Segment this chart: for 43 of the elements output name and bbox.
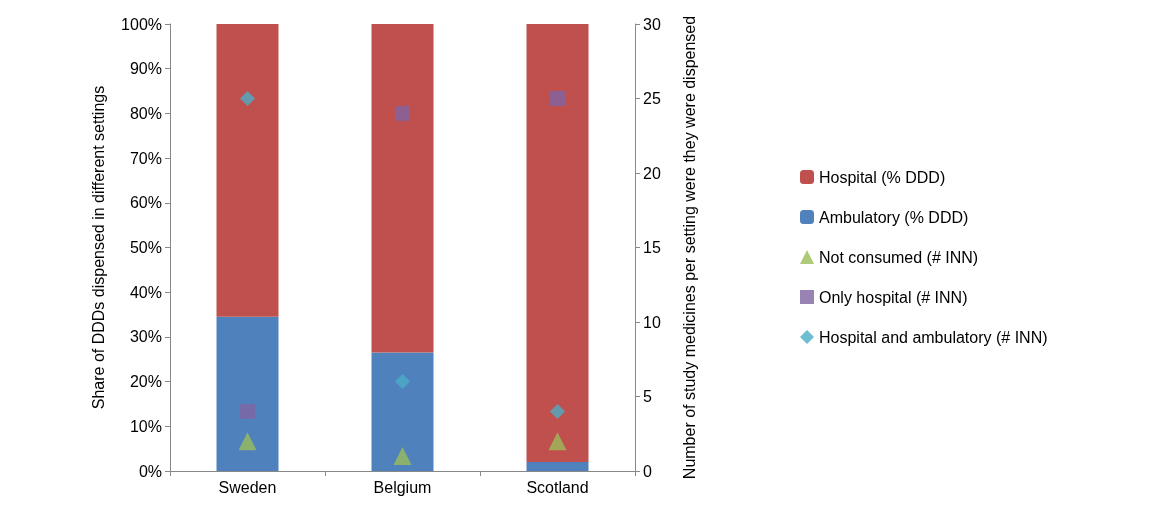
y2-tick-label: 30 (643, 15, 661, 33)
x-tick-label: Sweden (218, 478, 277, 496)
y-tick-label: 60% (129, 194, 162, 212)
y2-axis-title: Number of study medicines per setting were they were dispensed (680, 15, 698, 480)
point (395, 374, 410, 390)
legend-label: Not consumed (# INN) (819, 248, 979, 266)
y-tick-label: 10% (129, 417, 162, 435)
y2-tick-label: 0 (643, 462, 652, 480)
bar (526, 462, 589, 471)
y-tick-label: 40% (129, 283, 162, 301)
x-tick-label: Scotland (526, 478, 589, 496)
point (548, 432, 567, 451)
x-tick-label: Belgium (373, 478, 432, 496)
y-tick-label: 90% (129, 60, 162, 78)
legend-label: Ambulatory (% DDD) (819, 208, 969, 226)
bar (216, 24, 279, 317)
bar (371, 352, 434, 471)
y2-tick-label: 25 (643, 90, 661, 107)
point (393, 447, 412, 466)
y-tick-label: 30% (129, 328, 162, 346)
point (550, 91, 565, 106)
legend-label: Hospital and ambulatory (# INN) (819, 328, 1048, 346)
point (395, 105, 410, 121)
y-tick-label: 20% (129, 373, 162, 391)
y-axis-title: Share of DDDs dispensed in different settings (89, 85, 107, 410)
y2-tick-label: 20 (643, 164, 661, 182)
bar (526, 24, 589, 463)
y2-tick-label: 15 (643, 239, 661, 256)
y-tick-label: 70% (129, 149, 162, 167)
point (550, 403, 565, 419)
legend-label: Only hospital (# INN) (819, 288, 968, 306)
bar (371, 24, 434, 353)
y-tick-label: 0% (138, 462, 162, 480)
y-tick-label: 100% (121, 15, 162, 33)
legend-label: Hospital (% DDD) (819, 168, 946, 186)
y-tick-label: 50% (129, 239, 162, 256)
point (240, 91, 255, 106)
bar (216, 316, 279, 471)
point (238, 432, 257, 451)
y2-tick-label: 5 (643, 388, 652, 405)
y2-tick-label: 10 (643, 313, 661, 331)
y-tick-label: 80% (129, 104, 162, 122)
point (240, 403, 255, 419)
